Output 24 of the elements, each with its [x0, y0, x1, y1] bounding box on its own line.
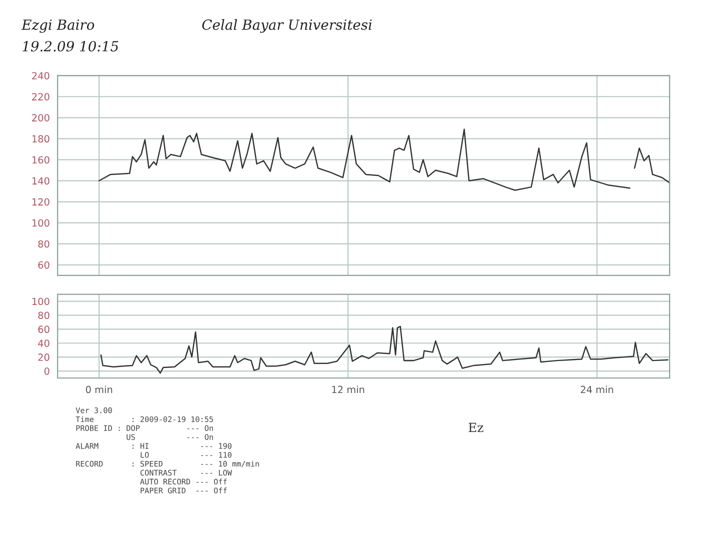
y-tick-label: 180	[32, 135, 50, 143]
y-tick-label: 0	[44, 368, 50, 375]
line-series	[100, 326, 669, 374]
y-tick-label: 100	[32, 298, 50, 306]
y-tick-label: 60	[38, 261, 50, 269]
y-tick-label: 100	[32, 219, 50, 227]
y-tick-label: 80	[38, 240, 50, 248]
text: Ezgi Bairo	[21, 19, 94, 33]
x-tick-label: 24 min	[580, 386, 614, 394]
x-tick-label: 12 min	[332, 386, 364, 394]
text: 19.2.09 10:15	[22, 40, 118, 52]
y-tick-label: 240	[32, 72, 50, 80]
y-tick-label: 220	[32, 93, 50, 100]
y-tick-label: 80	[38, 312, 50, 320]
y-tick-label: 20	[38, 354, 50, 361]
x-tick-label: 0 min	[86, 386, 112, 394]
text: Celal Bayar Universitesi	[202, 19, 372, 33]
y-tick-label: 140	[32, 177, 50, 185]
text: Ez	[468, 422, 484, 432]
y-tick-label: 40	[38, 340, 50, 347]
y-tick-label: 160	[32, 156, 50, 164]
y-tick-label: 200	[32, 114, 50, 122]
y-tick-label: 120	[32, 198, 50, 206]
y-tick-label: 60	[38, 326, 50, 334]
